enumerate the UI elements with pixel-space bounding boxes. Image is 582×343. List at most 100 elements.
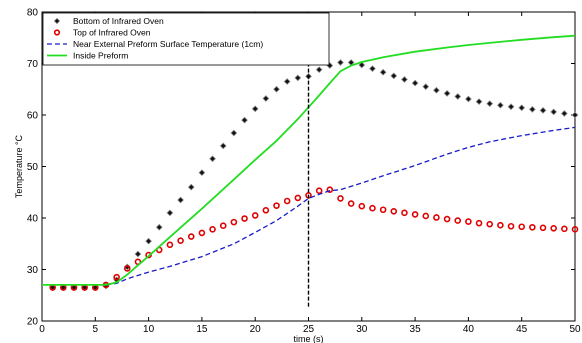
data-point bbox=[251, 212, 259, 219]
data-point bbox=[454, 217, 462, 224]
data-point bbox=[539, 106, 547, 114]
data-point bbox=[177, 196, 184, 204]
data-point bbox=[123, 265, 131, 272]
data-point bbox=[134, 250, 142, 258]
data-point bbox=[230, 218, 238, 226]
data-point bbox=[294, 194, 302, 202]
data-point bbox=[273, 85, 280, 93]
series-1 bbox=[49, 186, 579, 291]
data-point bbox=[262, 206, 270, 214]
legend: Bottom of Infrared Oven Top of Infrared … bbox=[42, 12, 330, 66]
data-point bbox=[497, 221, 504, 229]
series-0 bbox=[49, 59, 579, 291]
data-point bbox=[145, 237, 152, 245]
data-point bbox=[550, 225, 557, 232]
data-point bbox=[273, 202, 280, 209]
data-point bbox=[571, 111, 579, 119]
data-point bbox=[486, 100, 494, 108]
data-point bbox=[230, 129, 238, 137]
x-tick-label: 15 bbox=[196, 324, 208, 335]
data-point bbox=[539, 224, 547, 232]
data-point bbox=[241, 116, 248, 124]
data-point bbox=[465, 218, 472, 225]
data-point bbox=[166, 241, 174, 249]
y-tick-label: 60 bbox=[27, 111, 39, 122]
data-point bbox=[433, 214, 440, 221]
x-tick-label: 45 bbox=[516, 324, 528, 335]
data-point bbox=[219, 142, 227, 150]
data-point bbox=[443, 215, 451, 223]
data-point bbox=[571, 226, 579, 233]
data-point bbox=[497, 101, 504, 109]
data-point bbox=[550, 108, 558, 116]
x-axis-label: time (s) bbox=[294, 334, 324, 343]
circle-marker-icon bbox=[53, 29, 61, 36]
data-point bbox=[401, 209, 408, 217]
data-point bbox=[507, 222, 515, 230]
data-point bbox=[369, 65, 376, 73]
data-point bbox=[528, 105, 536, 113]
legend-label: Top of Infrared Oven bbox=[73, 28, 151, 38]
data-point bbox=[561, 225, 568, 233]
x-tick-label: 5 bbox=[93, 324, 99, 335]
data-point bbox=[411, 211, 419, 218]
data-point bbox=[166, 209, 174, 217]
data-point bbox=[475, 219, 483, 227]
legend-marker bbox=[53, 17, 61, 25]
x-tick-label: 20 bbox=[250, 324, 262, 335]
data-point bbox=[560, 110, 568, 117]
data-point bbox=[145, 251, 152, 259]
y-axis-label: Temperature °C bbox=[14, 134, 24, 198]
data-point bbox=[433, 86, 440, 94]
y-tick-labels: 20 30 40 50 60 70 80 bbox=[27, 8, 39, 328]
series-3 bbox=[42, 34, 576, 286]
data-point bbox=[219, 222, 227, 230]
data-point bbox=[422, 83, 430, 91]
data-point bbox=[358, 202, 366, 210]
legend-marker bbox=[53, 29, 61, 36]
data-point bbox=[529, 223, 536, 231]
data-point bbox=[390, 72, 398, 80]
data-point bbox=[283, 197, 291, 205]
data-point bbox=[422, 212, 430, 220]
data-point bbox=[326, 186, 334, 193]
data-point bbox=[294, 74, 302, 82]
data-point bbox=[518, 104, 526, 112]
data-point bbox=[209, 226, 216, 233]
series-layer bbox=[42, 34, 579, 291]
data-point bbox=[347, 200, 355, 207]
x-tick-label: 35 bbox=[410, 324, 422, 335]
x-tick-label: 25 bbox=[303, 324, 315, 335]
legend-box bbox=[42, 12, 330, 66]
y-tick-label: 70 bbox=[27, 59, 39, 70]
data-point bbox=[454, 93, 462, 100]
y-tick-label: 50 bbox=[27, 162, 39, 173]
y-tick-label: 40 bbox=[27, 214, 39, 225]
data-point bbox=[443, 90, 451, 97]
data-point bbox=[390, 208, 398, 215]
data-point bbox=[315, 66, 323, 74]
legend-label: Bottom of Infrared Oven bbox=[73, 16, 164, 26]
data-point bbox=[475, 98, 483, 105]
data-point bbox=[209, 155, 216, 163]
x-tick-label: 50 bbox=[569, 324, 581, 335]
data-point bbox=[337, 195, 344, 202]
legend-entry-near-surface: Near External Preform Surface Temperatur… bbox=[47, 39, 263, 49]
x-tick-label: 10 bbox=[143, 324, 155, 335]
data-point bbox=[465, 95, 472, 103]
data-point bbox=[241, 215, 248, 222]
legend-label: Inside Preform bbox=[73, 51, 128, 61]
x-tick-label: 30 bbox=[356, 324, 368, 335]
series-line bbox=[42, 34, 576, 286]
x-tick-label: 0 bbox=[39, 324, 45, 335]
data-point bbox=[379, 68, 387, 76]
data-point bbox=[283, 78, 291, 85]
y-tick-label: 80 bbox=[27, 8, 39, 19]
data-point bbox=[262, 95, 270, 102]
data-point bbox=[251, 105, 259, 113]
data-point bbox=[315, 187, 323, 195]
data-point bbox=[187, 233, 195, 240]
y-tick-label: 30 bbox=[27, 265, 39, 276]
data-point bbox=[358, 61, 366, 69]
data-point bbox=[379, 206, 387, 214]
